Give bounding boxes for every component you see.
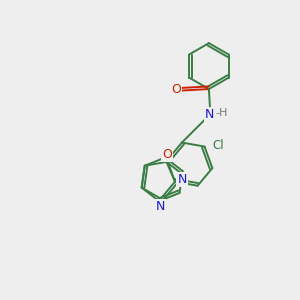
Text: N: N [155, 200, 165, 213]
Text: N: N [205, 108, 214, 121]
Text: O: O [171, 83, 181, 96]
Text: -H: -H [215, 109, 228, 118]
Text: N: N [177, 173, 187, 186]
Text: O: O [162, 148, 172, 161]
Text: Cl: Cl [212, 139, 224, 152]
